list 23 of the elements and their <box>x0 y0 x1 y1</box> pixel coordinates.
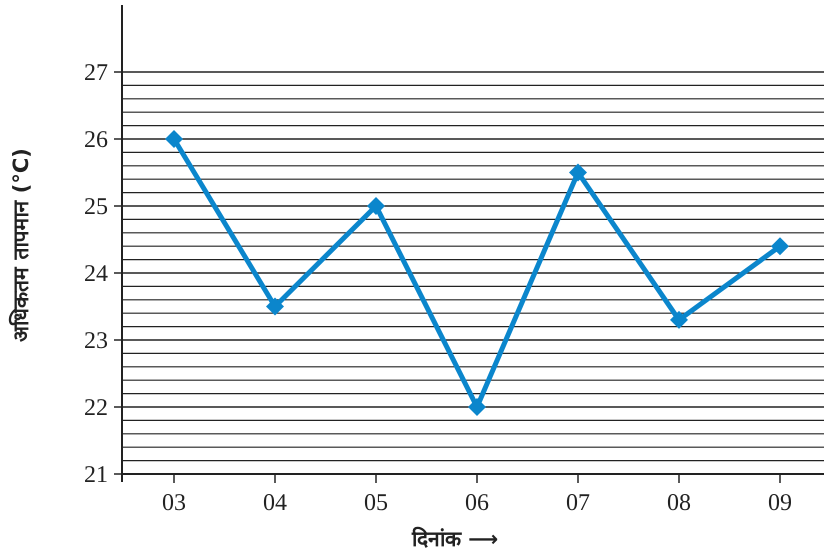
x-tick-label: 05 <box>364 490 388 516</box>
y-tick-label: 25 <box>84 194 108 220</box>
point <box>771 237 789 256</box>
x-axis-title: दिनांक ⟶ <box>410 526 498 551</box>
point <box>266 298 284 316</box>
y-tick-label: 22 <box>84 395 108 421</box>
x-tick-label: 03 <box>162 490 186 516</box>
y-tick-label: 27 <box>84 60 108 86</box>
x-tick-label: 06 <box>465 490 489 516</box>
y-tick-label: 24 <box>84 261 108 287</box>
x-tick-label: 08 <box>667 490 691 516</box>
point <box>367 197 385 215</box>
x-tick-label: 07 <box>566 490 590 516</box>
y-tick-label: 26 <box>84 127 108 153</box>
y-tick-label: 23 <box>84 328 108 354</box>
point <box>569 164 587 182</box>
point <box>468 398 486 416</box>
x-tick-label: 09 <box>768 490 792 516</box>
x-tick-label: 04 <box>263 490 287 516</box>
point <box>670 310 688 329</box>
point <box>165 130 183 148</box>
y-tick-label: 21 <box>84 462 108 488</box>
y-axis-title: अधिकतम तापमान (°C) <box>8 148 33 342</box>
